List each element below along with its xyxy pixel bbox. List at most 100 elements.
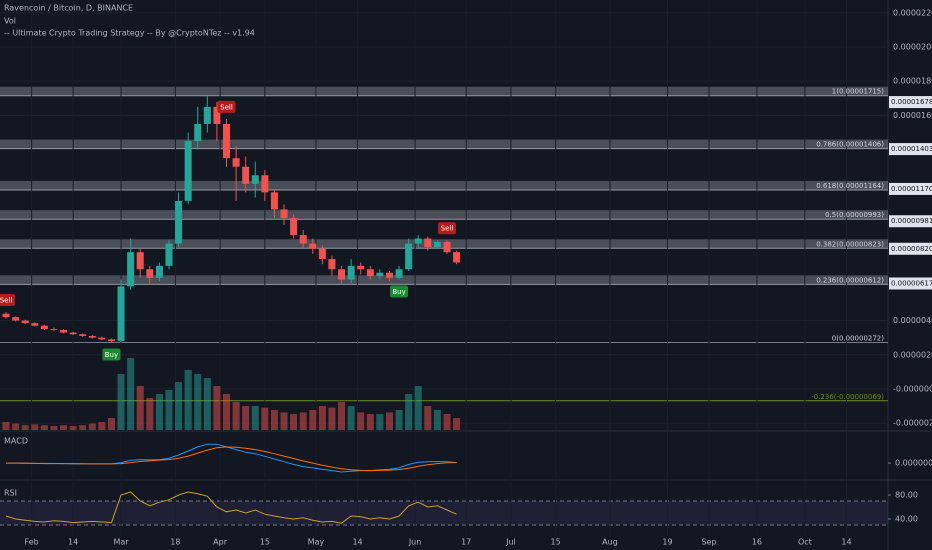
volume-bar — [117, 374, 125, 430]
x-tick-label: 19 — [662, 538, 672, 547]
indicator-line — [5, 491, 457, 524]
candle-body — [79, 334, 87, 336]
x-tick-label: 15 — [551, 538, 561, 547]
candle-body — [40, 325, 48, 330]
candle-body — [60, 329, 68, 333]
volume-bar — [213, 386, 221, 430]
signal-label: Sell — [220, 103, 233, 111]
x-tick-label: Jul — [505, 538, 516, 547]
fib-label: 1(0.00001715) — [832, 88, 884, 96]
candle-body — [223, 123, 230, 159]
y-tick-label: 0.00000000 — [895, 459, 932, 468]
volume-bar — [21, 425, 29, 430]
candle-body — [12, 317, 20, 321]
rsi-title: RSI — [4, 489, 17, 498]
volume-bar — [98, 422, 106, 430]
candle-body — [50, 329, 58, 331]
volume-bar — [69, 426, 77, 430]
volume-bar — [405, 394, 413, 430]
x-tick-label: Apr — [213, 538, 228, 547]
rsi-band — [0, 500, 888, 526]
signal-label: Buy — [105, 351, 118, 359]
volume-bar — [328, 407, 336, 430]
x-tick-label: 14 — [68, 538, 78, 547]
x-tick-label: 17 — [461, 538, 471, 547]
fib-label: 0.382(0.00000823) — [816, 240, 884, 248]
x-tick-label: May — [308, 538, 325, 547]
y-tick-label: 0.00001600 — [893, 111, 932, 120]
candle-body — [69, 332, 77, 335]
candle-body — [88, 335, 96, 338]
candle-body — [366, 269, 374, 277]
price-marker — [889, 242, 932, 255]
candle-body — [385, 272, 393, 278]
candle-body — [165, 243, 173, 266]
indicator-label: -- Ultimate Crypto Trading Strategy -- B… — [4, 29, 255, 38]
volume-bar — [79, 425, 87, 430]
volume-bar — [242, 406, 250, 430]
candle-body — [117, 286, 125, 342]
candle-body — [155, 265, 163, 278]
candle-body — [453, 252, 461, 263]
fib-zone — [0, 210, 888, 220]
price-marker-label: 0.00000981 — [891, 217, 932, 225]
volume-bar — [280, 412, 288, 430]
x-tick-label: 14 — [841, 538, 851, 547]
candle-body — [347, 265, 355, 280]
volume-bar — [136, 386, 144, 430]
volume-bar — [357, 412, 365, 430]
price-marker — [889, 143, 932, 156]
candle-body — [318, 248, 326, 260]
volume-bar — [414, 386, 422, 430]
y-tick-label: 0.00000400 — [893, 316, 932, 325]
volume-bar — [376, 414, 384, 430]
volume-bar — [194, 374, 202, 430]
fib-label: 0.618(0.00001164) — [816, 182, 884, 190]
price-marker-label: 0.00000820 — [891, 245, 932, 253]
volume-bar — [261, 407, 269, 430]
volume-bar — [453, 418, 461, 430]
price-marker-label: 0.00001170 — [891, 185, 932, 193]
candle-body — [175, 200, 183, 244]
y-tick-label: 0.00002000 — [893, 43, 932, 52]
x-tick-label: Feb — [25, 538, 39, 547]
volume-bar — [395, 410, 403, 430]
price-marker-label: 0.00000617 — [891, 279, 932, 287]
volume-bar — [223, 394, 230, 430]
candle-body — [232, 158, 240, 167]
price-marker — [889, 96, 932, 109]
volume-bar — [40, 425, 48, 430]
signal-box — [438, 222, 456, 235]
volume-bar — [385, 412, 393, 430]
candle-body — [251, 175, 259, 184]
signal-box — [217, 100, 236, 113]
indicator-line — [6, 446, 457, 472]
volume-bar — [290, 414, 298, 430]
volume-bar — [88, 423, 96, 430]
candle-body — [376, 272, 384, 277]
y-tick-label: -0.00000000 — [893, 384, 932, 393]
volume-bar — [127, 358, 135, 430]
y-tick-label: -0.00000200 — [893, 419, 932, 428]
x-tick-label: Mar — [113, 538, 129, 547]
volume-bar — [318, 406, 326, 430]
signal-label: Buy — [392, 288, 405, 296]
volume-bar — [299, 412, 307, 430]
x-tick-label: 15 — [260, 538, 270, 547]
macd-title: MACD — [4, 437, 28, 446]
volume-bar — [60, 425, 68, 430]
volume-bar — [203, 378, 211, 430]
y-tick-label: 0.00002200 — [893, 8, 932, 17]
candle-body — [213, 106, 221, 124]
volume-bar — [366, 414, 374, 430]
candle-body — [107, 339, 115, 342]
volume-bar — [155, 394, 163, 430]
volume-bar — [347, 406, 355, 430]
fib-label: -0.236(-0.00000069) — [811, 393, 884, 401]
fib-zone — [0, 86, 888, 96]
candle-body — [328, 259, 336, 270]
volume-bar — [443, 414, 451, 430]
volume-bar — [424, 406, 432, 430]
candle-body — [309, 243, 317, 249]
candle-body — [357, 265, 365, 270]
